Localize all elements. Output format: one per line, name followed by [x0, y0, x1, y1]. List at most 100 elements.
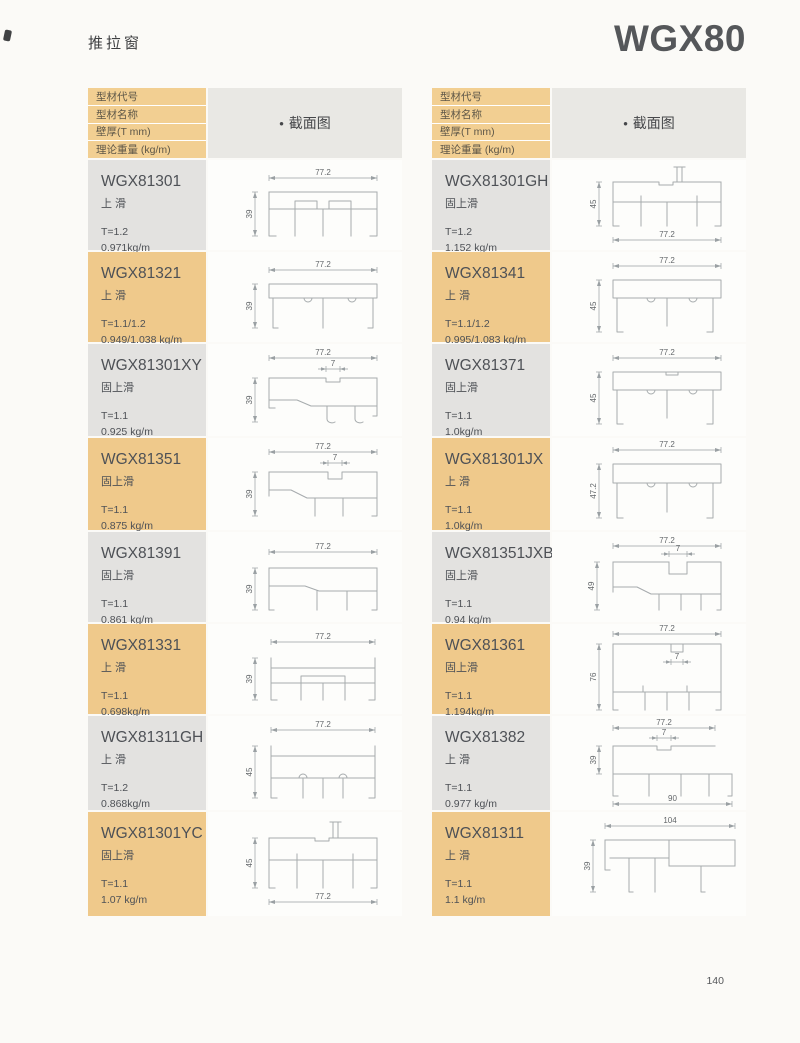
profile-name: 固上滑 [445, 570, 478, 582]
wall-thickness: T=1.1 [445, 690, 473, 702]
dimension-label: 77.2 [315, 260, 331, 269]
profile-code: WGX81351 [101, 451, 182, 468]
profile-code: WGX81351JXB [445, 545, 554, 562]
dimension-label: 45 [589, 301, 598, 310]
header-labels: 型材代号 型材名称 壁厚(T mm) 理论重量 (kg/m) [88, 88, 206, 158]
bullet-icon: • [623, 115, 628, 131]
profile-info-cell: WGX81331 上 滑 T=1.1 0.698kg/m [88, 624, 206, 718]
right-table: 型材代号 型材名称 壁厚(T mm) 理论重量 (kg/m) • 截面图 WGX… [432, 88, 746, 918]
wall-thickness: T=1.1 [445, 410, 473, 422]
wall-thickness: T=1.2 [101, 226, 129, 238]
profile-info-cell: WGX81301YC 固上滑 T=1.1 1.07 kg/m [88, 812, 206, 916]
unit-weight: 1.152 kg/m [445, 242, 497, 254]
section-drawing-cell: 77.2 7 76 [552, 624, 746, 714]
wall-thickness: T=1.1/1.2 [101, 318, 146, 330]
unit-weight: 0.971kg/m [101, 242, 151, 254]
unit-weight: 0.949/1.038 kg/m [101, 334, 183, 346]
profile-info-cell: WGX81311GH 上 滑 T=1.2 0.868kg/m [88, 716, 206, 810]
section-drawing-cell: 77.2 45 [552, 252, 746, 342]
unit-weight: 0.861 kg/m [101, 614, 153, 626]
profile-name: 固上滑 [445, 662, 478, 674]
dimension-label: 7 [675, 652, 680, 661]
wall-thickness: T=1.2 [445, 226, 473, 238]
section-diagram-label: 截面图 [288, 115, 331, 131]
table-row: WGX81301YC 固上滑 T=1.1 1.07 kg/m 45 77.2 [88, 812, 402, 916]
wall-thickness: T=1.1 [101, 504, 129, 516]
table-row: WGX81391 固上滑 T=1.1 0.861 kg/m 77.2 39 [88, 532, 402, 626]
profile-name: 固上滑 [101, 382, 134, 394]
profile-name: 固上滑 [101, 476, 134, 488]
wall-thickness: T=1.1/1.2 [445, 318, 490, 330]
profile-drawing: 77.2 39 [245, 168, 378, 237]
dimension-label: 104 [663, 816, 677, 825]
profile-code: WGX81301JX [445, 451, 544, 468]
profile-info-cell: WGX81351JXB 固上滑 T=1.1 0.94 kg/m [432, 532, 554, 626]
table-row: WGX81361 固上滑 T=1.1 1.194kg/m 77.2 7 76 [432, 624, 746, 718]
dimension-label: 45 [589, 393, 598, 402]
wall-thickness: T=1.1 [445, 504, 473, 516]
profile-code: WGX81341 [445, 265, 526, 282]
wall-thickness: T=1.1 [101, 598, 129, 610]
section-drawing-cell: 77.2 47.2 [552, 438, 746, 530]
dimension-label: 77.2 [315, 892, 331, 901]
dimension-label: 45 [589, 199, 598, 208]
profile-name: 上 滑 [101, 754, 127, 766]
section-drawing-cell: 45 77.2 [208, 812, 402, 916]
dimension-label: 45 [245, 858, 254, 867]
profile-drawing: 77.2 45 [589, 348, 722, 425]
wall-thickness: T=1.1 [101, 690, 129, 702]
profile-drawing: 45 77.2 [245, 821, 378, 905]
dimension-label: 77.2 [656, 718, 672, 727]
unit-weight: 0.698kg/m [101, 706, 151, 718]
profile-info-cell: WGX81391 固上滑 T=1.1 0.861 kg/m [88, 532, 206, 626]
table-header: 型材代号 型材名称 壁厚(T mm) 理论重量 (kg/m) • 截面图 [88, 88, 402, 158]
section-drawing-cell: 77.2 7 39 90 [552, 716, 746, 810]
profile-info-cell: WGX81371 固上滑 T=1.1 1.0kg/m [432, 344, 550, 438]
profile-drawing: 77.2 39 [245, 542, 378, 611]
dimension-label: 77.2 [659, 230, 675, 239]
profile-drawing: 77.2 39 [245, 260, 378, 329]
bullet-icon: • [279, 115, 284, 131]
wall-thickness: T=1.1 [445, 782, 473, 794]
profile-drawing: 77.27 39 90 [589, 718, 733, 807]
dimension-label: 7 [331, 359, 336, 368]
dimension-label: 77.2 [659, 536, 675, 545]
profile-code: WGX81391 [101, 545, 182, 562]
header-labels: 型材代号 型材名称 壁厚(T mm) 理论重量 (kg/m) [432, 88, 550, 158]
profile-name: 上 滑 [101, 198, 127, 210]
profile-code: WGX81311 [445, 825, 524, 842]
section-drawing-cell: 77.2 7 39 [208, 344, 402, 436]
section-diagram-label: 截面图 [632, 115, 675, 131]
table-rows: WGX81301 上 滑 T=1.2 0.971kg/m 77.2 39 WGX81321 上… [88, 160, 402, 916]
dimension-label: 47.2 [589, 483, 598, 499]
wall-thickness: T=1.1 [445, 598, 473, 610]
profile-info-cell: WGX81301JX 上 滑 T=1.1 1.0kg/m [432, 438, 550, 532]
table-row: WGX81331 上 滑 T=1.1 0.698kg/m 77.2 39 [88, 624, 402, 718]
profile-info-cell: WGX81321 上 滑 T=1.1/1.2 0.949/1.038 kg/m [88, 252, 206, 346]
profile-code: WGX81311GH [101, 729, 204, 746]
unit-weight: 1.0kg/m [445, 520, 483, 532]
header-unit-weight: 理论重量 (kg/m) [88, 141, 206, 158]
profile-info-cell: WGX81382 上 滑 T=1.1 0.977 kg/m [432, 716, 550, 810]
profile-code: WGX81301 [101, 173, 182, 190]
table-row: WGX81311GH 上 滑 T=1.2 0.868kg/m 77.2 45 [88, 716, 402, 810]
profile-code: WGX81321 [101, 265, 182, 282]
page-title: 推拉窗 [88, 35, 143, 52]
wall-thickness: T=1.1 [101, 878, 129, 890]
left-table: 型材代号 型材名称 壁厚(T mm) 理论重量 (kg/m) • 截面图 WGX… [88, 88, 402, 918]
section-drawing-cell: 77.2 7 39 [208, 438, 402, 530]
dimension-label: 77.2 [315, 720, 331, 729]
profile-code: WGX81361 [445, 637, 526, 654]
profile-name: 固上滑 [445, 198, 478, 210]
profile-name: 上 滑 [445, 290, 471, 302]
catalog-tables: 型材代号 型材名称 壁厚(T mm) 理论重量 (kg/m) • 截面图 WGX… [88, 88, 746, 918]
profile-code: WGX81382 [445, 729, 526, 746]
profile-name: 上 滑 [101, 662, 127, 674]
unit-weight: 1.1 kg/m [445, 894, 486, 906]
dimension-label: 39 [245, 395, 254, 404]
profile-code: WGX81371 [445, 357, 526, 374]
table-rows: WGX81301GH 固上滑 T=1.2 1.152 kg/m 45 77.2 WGX813… [432, 160, 746, 916]
wall-thickness: T=1.1 [445, 878, 473, 890]
profile-drawing: 77.2 45 [245, 720, 376, 799]
